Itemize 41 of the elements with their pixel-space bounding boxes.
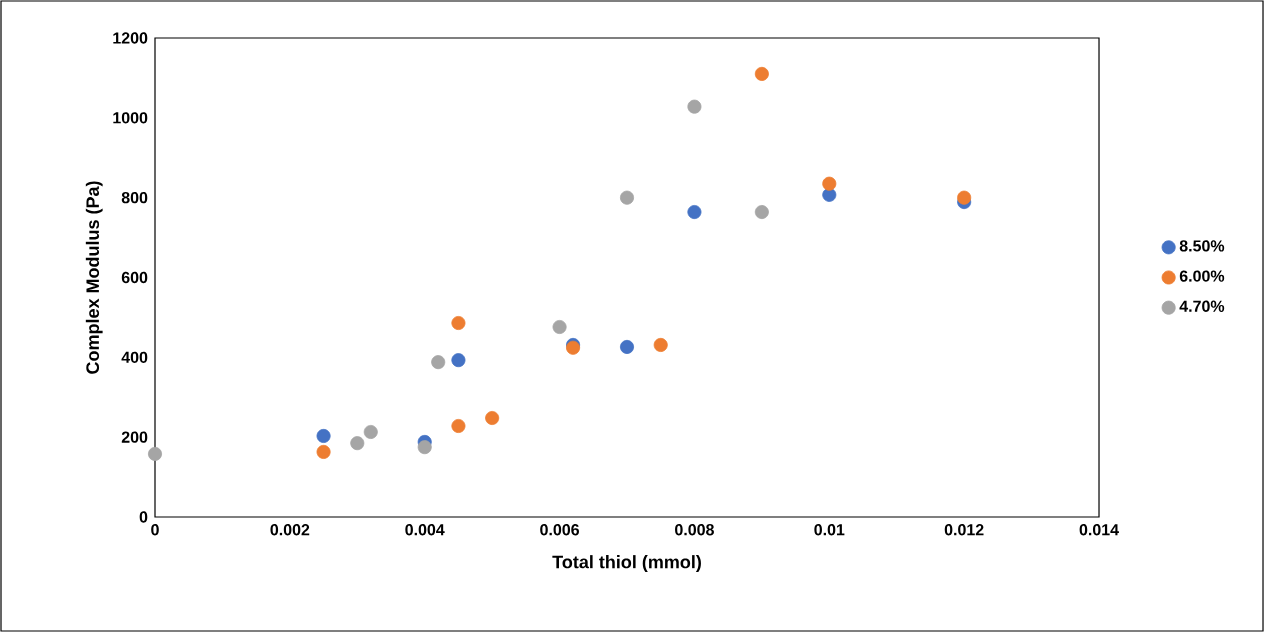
y-axis-title: Complex Modulus (Pa): [85, 181, 103, 374]
x-axis-title: Total thiol (mmol): [552, 555, 701, 572]
legend-label: 6.00%: [1179, 270, 1225, 282]
point: [620, 190, 634, 205]
point: [451, 353, 466, 368]
point: [687, 205, 702, 220]
point: [451, 316, 466, 331]
y-tick-label: 1200: [113, 32, 148, 44]
x-tick-label: 0.014: [1079, 524, 1119, 536]
legend-label: 8.50%: [1179, 240, 1225, 252]
y-tick-label: 400: [121, 351, 148, 363]
x-tick-label: 0: [151, 524, 159, 536]
point: [822, 176, 837, 191]
x-tick-label: 0.006: [540, 524, 579, 536]
x-tick-label: 0.002: [270, 524, 310, 536]
x-tick-label: 0.012: [944, 524, 984, 536]
x-tick-label: 0.008: [675, 524, 714, 536]
point: [350, 436, 365, 451]
x-tick-label: 0.004: [405, 524, 445, 536]
point: [316, 428, 331, 443]
point: [957, 190, 972, 205]
y-tick-label: 1000: [113, 112, 148, 124]
point: [653, 337, 668, 352]
point: [363, 424, 378, 439]
point: [687, 99, 702, 114]
point: [620, 339, 634, 354]
point: [417, 440, 432, 455]
point: [431, 355, 446, 370]
point: [316, 444, 331, 459]
point: [552, 320, 567, 334]
y-tick-label: 0: [139, 511, 148, 523]
y-tick-label: 800: [121, 192, 148, 204]
legend-label: 4.70%: [1179, 300, 1225, 312]
y-tick-label: 200: [121, 431, 148, 443]
point: [754, 66, 769, 81]
point: [148, 446, 162, 461]
y-tick-label: 600: [121, 271, 148, 284]
point: [754, 205, 769, 220]
point: [451, 418, 466, 433]
point: [485, 411, 500, 426]
x-tick-label: 0.01: [814, 524, 845, 536]
